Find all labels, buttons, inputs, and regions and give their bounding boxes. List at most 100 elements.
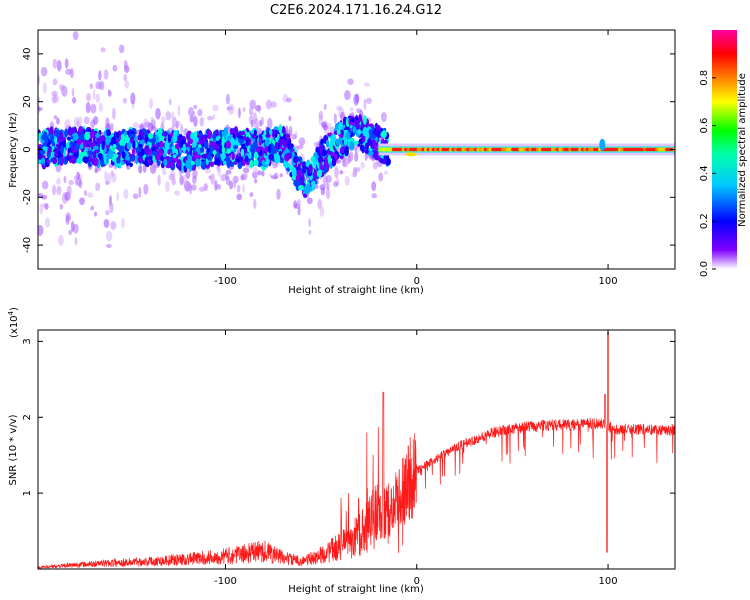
spectrogram-band-point xyxy=(305,184,311,194)
spectrogram-band-point xyxy=(230,137,235,146)
x-tick-label: 0 xyxy=(414,576,420,587)
spectrogram-halo-point xyxy=(270,101,277,108)
spectrogram-halo-point xyxy=(317,198,322,210)
spectrogram-halo-point xyxy=(253,112,257,124)
spectrogram-halo-point xyxy=(249,99,256,110)
spectrogram-halo-point xyxy=(112,64,118,72)
spectrogram-band-point xyxy=(39,149,46,155)
spectrogram-band-point xyxy=(46,159,51,164)
spectrogram-halo-point xyxy=(177,104,181,117)
spectrogram-halo-point xyxy=(298,137,306,146)
spectrogram-halo-point xyxy=(104,210,110,216)
spectrogram-halo-point xyxy=(77,116,83,127)
spectrogram-band-point xyxy=(220,152,225,162)
spectrogram-band-point xyxy=(193,131,198,138)
spectrogram-band-point xyxy=(103,130,107,137)
spectrogram-band-point xyxy=(343,136,348,146)
spectrogram-halo-point xyxy=(65,214,70,226)
spectrogram-band-point xyxy=(95,132,101,139)
spectrogram-halo-point xyxy=(95,182,101,192)
spectrogram-halo-point xyxy=(351,171,356,178)
spectrogram-band-point xyxy=(286,167,291,172)
snr-y-multiplier-exponent: 4 xyxy=(7,310,15,315)
spectrogram-band-point xyxy=(195,158,201,167)
spectrogram-band-point xyxy=(318,155,324,164)
spectrogram-halo-point xyxy=(116,192,120,202)
spectrogram-halo-point xyxy=(364,82,370,87)
spectrogram-band-point xyxy=(100,135,106,142)
spectrogram-halo-point xyxy=(124,80,130,89)
spectrogram-halo-point xyxy=(182,174,187,186)
spectrogram-band-point xyxy=(110,136,117,146)
spectrogram-band-point xyxy=(218,144,223,154)
spectrogram-band-point xyxy=(297,156,303,162)
spectrogram-band-point xyxy=(214,157,221,166)
snr-panel: -100 0 100 1 2 3 Height of straight line (km… xyxy=(7,307,676,595)
spectrogram-y-ticks: -40 -20 0 20 40 xyxy=(22,48,675,253)
spectrogram-halo-point xyxy=(138,186,142,198)
colorbar-ticks: 0.0 0.2 0.4 0.6 0.8 xyxy=(699,70,716,277)
spectrogram-halo-point xyxy=(297,144,304,150)
spectrogram-band-point xyxy=(301,161,307,170)
spectrogram-band-point xyxy=(60,144,64,155)
spectrogram-halo-point xyxy=(121,217,125,229)
spectrogram-halo-point xyxy=(66,185,72,196)
spectrogram-halo-point xyxy=(109,202,114,214)
spectrogram-halo-point xyxy=(248,106,253,116)
spectrogram-band-point xyxy=(147,132,154,139)
spectrogram-halo-point xyxy=(165,111,171,121)
spectrogram-halo-point xyxy=(343,90,351,101)
spectrogram-band-point xyxy=(89,158,96,163)
snr-y-ticks: 1 2 3 xyxy=(22,338,675,496)
spectrogram-band-point xyxy=(274,141,279,150)
spectrogram-halo-point xyxy=(123,73,128,82)
spectrogram-halo-point xyxy=(238,107,241,119)
spectrogram-halo-point xyxy=(360,161,365,169)
spectrogram-halo-point xyxy=(98,70,102,81)
spectrogram-band-point xyxy=(138,131,145,137)
spectrogram-halo-point xyxy=(68,229,73,235)
spectrogram-band-point xyxy=(249,159,254,169)
spectrogram-band-point xyxy=(215,129,219,137)
spectrogram-band-point xyxy=(319,144,323,154)
spectrogram-halo-point xyxy=(162,170,167,176)
spectrogram-band-point xyxy=(105,155,110,164)
spectrogram-band-point xyxy=(236,132,240,138)
spectrogram-halo-point xyxy=(106,243,112,248)
colorbar-label: Normalized spectral amplitude xyxy=(737,73,748,227)
y-tick-label: 0 xyxy=(22,146,33,152)
spectrogram-band-point xyxy=(240,148,245,157)
spectrogram-band-point xyxy=(144,145,150,154)
colorbar-tick-label: 0.0 xyxy=(699,261,710,277)
spectrogram-halo-point xyxy=(323,124,328,131)
spectrogram-halo-point xyxy=(308,218,312,228)
spectrogram-band-point xyxy=(231,152,235,161)
spectrogram-band-point xyxy=(112,143,117,149)
spectrogram-halo-point xyxy=(155,107,161,120)
snr-marks xyxy=(38,331,675,569)
spectrogram-halo-point xyxy=(38,107,43,112)
spectrogram-halo-point xyxy=(306,197,313,205)
spectrogram-band-point xyxy=(209,141,214,147)
spectrogram-halo-point xyxy=(347,78,354,86)
spectrogram-halo-point xyxy=(173,190,181,196)
spectrogram-x-axis-label: Height of straight line (km) xyxy=(288,285,424,296)
spectrogram-band-point xyxy=(139,134,143,141)
spectrogram-halo-point xyxy=(71,97,77,104)
spectrogram-band-point xyxy=(93,145,99,150)
spectrogram-halo-point xyxy=(288,115,292,122)
spectrogram-band-point xyxy=(158,140,164,148)
spectrogram-halo-point xyxy=(217,166,222,177)
spectrogram-band-point xyxy=(291,174,296,181)
spectrogram-band-point xyxy=(199,135,206,145)
x-tick-label: 100 xyxy=(599,576,618,587)
spectrogram-halo-point xyxy=(383,170,388,175)
spectrogram-halo-point xyxy=(199,116,205,127)
spectrogram-halo-point xyxy=(38,224,44,236)
spectrogram-halo-point xyxy=(225,93,231,105)
spectrogram-band-point xyxy=(234,140,239,147)
spectrogram-halo-point xyxy=(83,116,90,125)
spectrogram-band-point xyxy=(210,161,214,168)
spectrogram-halo-point xyxy=(85,101,91,114)
snr-y-multiplier-close: ) xyxy=(9,307,20,311)
